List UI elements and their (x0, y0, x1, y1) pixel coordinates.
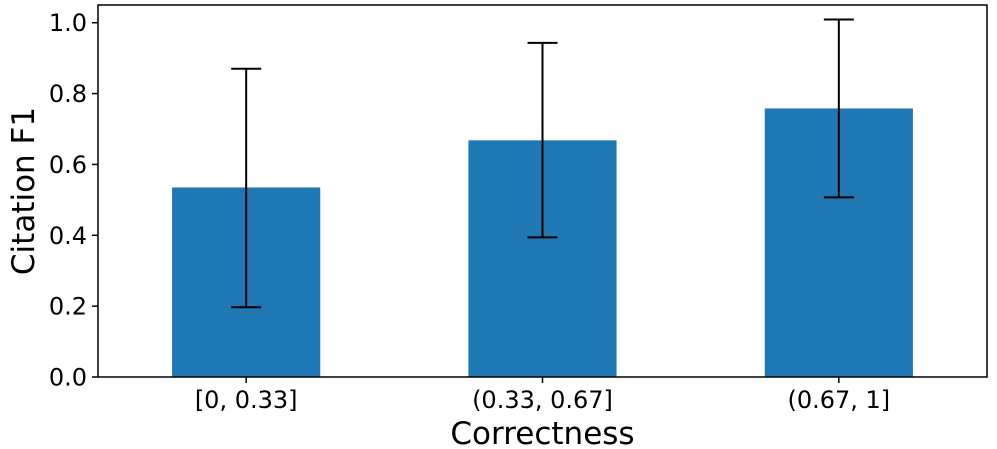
x-tick-label-1: (0.33, 0.67] (472, 386, 613, 414)
y-axis: 0.0 0.2 0.4 0.6 0.8 1.0 (49, 9, 98, 392)
y-tick-label-4: 0.8 (49, 80, 87, 108)
y-tick-label-2: 0.4 (49, 222, 87, 250)
x-axis-title: Correctness (450, 416, 634, 449)
y-tick-label-1: 0.2 (49, 293, 87, 321)
y-tick-label-3: 0.6 (49, 151, 87, 179)
y-axis-title: Citation F1 (6, 107, 42, 275)
y-tick-label-5: 1.0 (49, 9, 87, 37)
x-axis: [0, 0.33] (0.33, 0.67] (0.67, 1] (195, 377, 890, 414)
y-tick-label-0: 0.0 (49, 364, 87, 392)
x-tick-label-0: [0, 0.33] (195, 386, 298, 414)
x-tick-label-2: (0.67, 1] (787, 386, 890, 414)
error-bars-group (231, 18, 854, 309)
